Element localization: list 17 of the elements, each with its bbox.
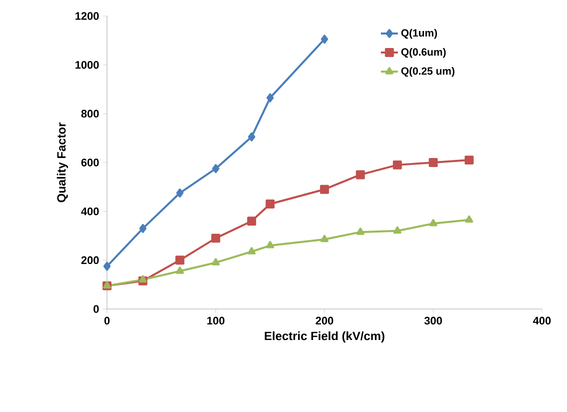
legend-label: Q(1um) bbox=[401, 28, 437, 39]
x-tick-label: 200 bbox=[316, 316, 334, 325]
y-tick-label: 600 bbox=[81, 158, 99, 166]
y-tick-label: 800 bbox=[81, 110, 99, 118]
x-axis-title: Electric Field (kV/cm) bbox=[264, 331, 384, 343]
y-axis-title: Quality Factor bbox=[56, 122, 68, 202]
x-tick-label: 0 bbox=[104, 316, 110, 325]
y-tick-label: 200 bbox=[81, 256, 99, 264]
y-tick-label: 0 bbox=[94, 305, 99, 313]
y-tick-label: 400 bbox=[81, 207, 99, 216]
x-tick-label: 400 bbox=[533, 316, 551, 325]
y-tick-label: 1000 bbox=[76, 60, 99, 69]
legend-label: Q(0.6um) bbox=[401, 48, 446, 58]
x-tick-label: 100 bbox=[207, 316, 224, 325]
x-tick-label: 300 bbox=[424, 316, 442, 325]
y-tick-label: 1200 bbox=[76, 12, 99, 20]
legend-label: Q(0.25 um) bbox=[401, 67, 454, 77]
